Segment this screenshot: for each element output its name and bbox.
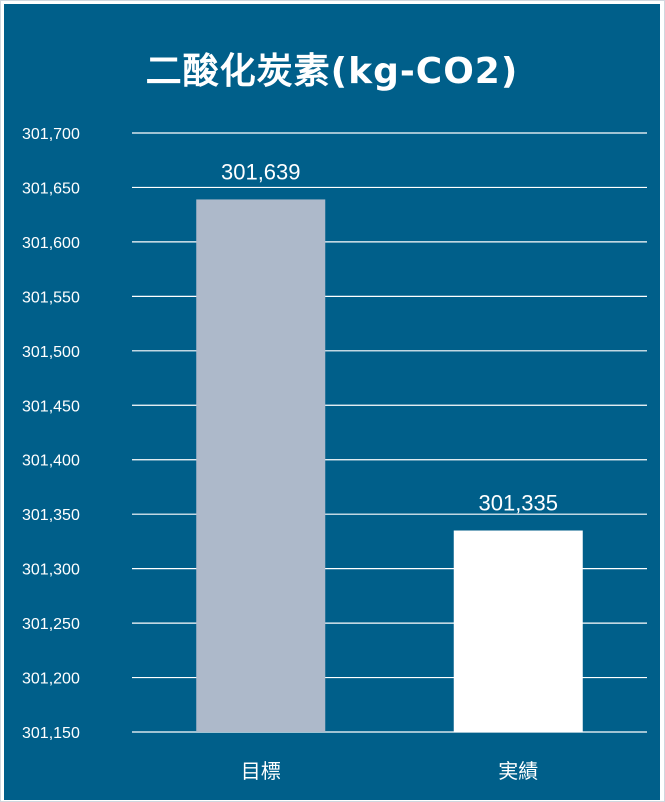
y-tick-label: 301,500 — [22, 344, 80, 361]
y-tick-label: 301,700 — [22, 126, 80, 143]
data-label: 301,639 — [221, 159, 301, 184]
x-category-label: 目標 — [241, 759, 281, 783]
x-category-label: 実績 — [498, 759, 538, 783]
x-axis-categories: 目標 実績 — [241, 759, 539, 783]
y-tick-label: 301,550 — [22, 289, 80, 306]
data-labels: 301,639 301,335 — [221, 159, 558, 515]
bar — [196, 199, 326, 732]
y-tick-label: 301,250 — [22, 616, 80, 633]
y-axis-ticks: 301,150 301,200 301,250 301,300 301,350 301,4… — [22, 126, 80, 742]
data-label: 301,335 — [478, 491, 558, 516]
y-tick-label: 301,150 — [22, 725, 80, 742]
y-tick-label: 301,350 — [22, 507, 80, 524]
bar — [453, 530, 583, 732]
y-tick-label: 301,450 — [22, 398, 80, 415]
y-tick-label: 301,400 — [22, 453, 80, 470]
y-tick-label: 301,650 — [22, 180, 80, 197]
y-tick-label: 301,300 — [22, 562, 80, 579]
chart-title: 二酸化炭素(kg-CO2) — [145, 51, 519, 92]
bars — [196, 199, 583, 732]
y-tick-label: 301,600 — [22, 235, 80, 252]
y-tick-label: 301,200 — [22, 671, 80, 688]
